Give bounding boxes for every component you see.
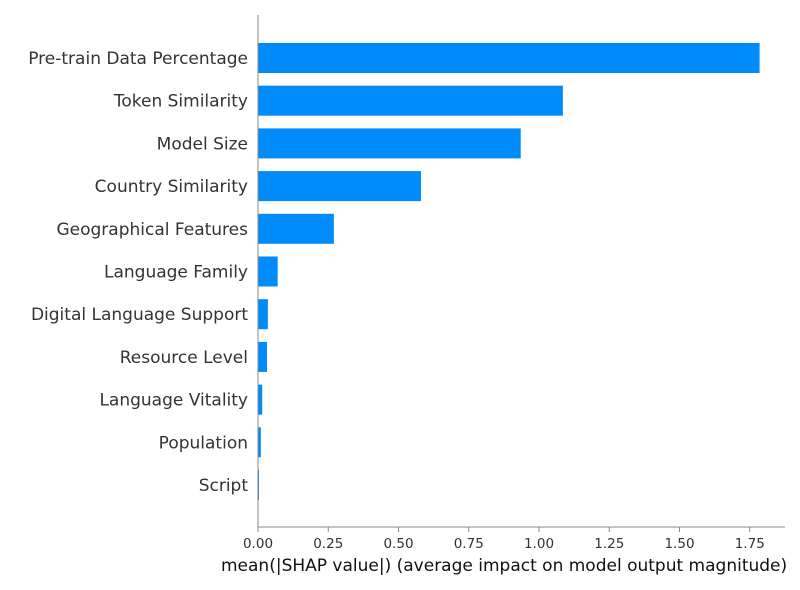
x-ticks-group: 0.00 0.25 0.50 0.75 1.00 1.25 1.50 1.75 — [243, 527, 765, 552]
x-tick-label: 1.00 — [524, 536, 554, 552]
category-label: Script — [199, 476, 249, 496]
bar-language-family — [258, 256, 278, 287]
x-axis-label: mean(|SHAP value|) (average impact on mo… — [221, 556, 787, 576]
bar-model-size — [258, 128, 521, 159]
x-tick-label: 0.00 — [243, 536, 273, 552]
category-label: Pre-train Data Percentage — [28, 49, 248, 69]
category-label: Population — [159, 433, 248, 453]
x-tick-label: 0.75 — [454, 536, 484, 552]
category-label: Token Similarity — [113, 92, 248, 112]
x-tick-label: 1.50 — [664, 536, 694, 552]
bar-pre-train-data-percentage — [258, 43, 760, 73]
category-label: Language Family — [104, 263, 248, 283]
x-tick-label: 1.75 — [735, 536, 765, 552]
category-label: Country Similarity — [95, 177, 248, 197]
category-label: Digital Language Support — [31, 305, 248, 325]
bars-group — [258, 43, 760, 500]
category-label: Language Vitality — [99, 391, 248, 411]
x-tick-label: 0.25 — [313, 536, 343, 552]
category-label: Geographical Features — [56, 220, 248, 240]
x-tick-label: 1.25 — [594, 536, 624, 552]
x-axis: 0.00 0.25 0.50 0.75 1.00 1.25 1.50 1.75 — [243, 526, 785, 552]
bar-resource-level — [258, 341, 267, 372]
x-tick-label: 0.50 — [383, 536, 413, 552]
bar-country-similarity — [258, 171, 421, 202]
bar-geographical-features — [258, 213, 334, 244]
category-label: Model Size — [157, 134, 248, 154]
bar-digital-language-support — [258, 299, 268, 330]
bar-population — [258, 427, 261, 458]
category-label: Resource Level — [120, 348, 248, 368]
bar-language-vitality — [258, 384, 263, 415]
category-labels-group: Pre-train Data Percentage Token Similarit… — [28, 49, 248, 496]
bar-token-similarity — [258, 85, 563, 116]
